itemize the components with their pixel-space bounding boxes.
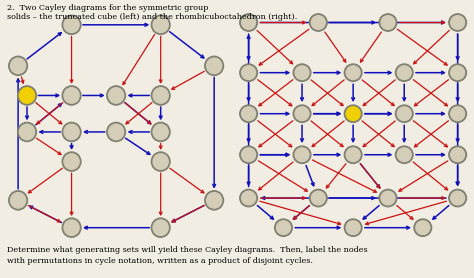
Circle shape	[451, 148, 465, 162]
Circle shape	[397, 107, 411, 121]
Circle shape	[346, 148, 360, 162]
Circle shape	[242, 191, 255, 205]
Circle shape	[153, 17, 168, 33]
Circle shape	[153, 124, 168, 140]
Circle shape	[346, 66, 360, 80]
Circle shape	[205, 191, 224, 210]
Circle shape	[276, 221, 291, 235]
Circle shape	[64, 17, 79, 33]
Text: Determine what generating sets will yield these Cayley diagrams.  Then, label th: Determine what generating sets will yiel…	[7, 246, 368, 254]
Circle shape	[64, 88, 79, 103]
Circle shape	[310, 189, 327, 207]
Circle shape	[397, 148, 411, 162]
Text: 2.  Two Cayley diagrams for the symmetric group: 2. Two Cayley diagrams for the symmetric…	[7, 4, 211, 12]
Circle shape	[153, 220, 168, 235]
Circle shape	[344, 64, 362, 81]
Circle shape	[451, 191, 465, 205]
Circle shape	[449, 146, 466, 163]
Circle shape	[293, 105, 311, 122]
Circle shape	[62, 86, 81, 105]
Circle shape	[207, 58, 222, 74]
Circle shape	[10, 58, 26, 74]
Circle shape	[242, 66, 255, 80]
Circle shape	[451, 66, 465, 80]
Circle shape	[240, 14, 257, 31]
Circle shape	[240, 105, 257, 122]
Circle shape	[293, 146, 311, 163]
Circle shape	[310, 14, 327, 31]
Circle shape	[207, 193, 222, 208]
Circle shape	[151, 152, 170, 171]
Circle shape	[242, 107, 255, 121]
Circle shape	[10, 193, 26, 208]
Circle shape	[311, 16, 325, 29]
Circle shape	[240, 189, 257, 207]
Circle shape	[449, 189, 466, 207]
Circle shape	[295, 66, 309, 80]
Circle shape	[109, 88, 124, 103]
Circle shape	[18, 122, 36, 142]
Circle shape	[151, 122, 170, 142]
Circle shape	[395, 105, 413, 122]
Circle shape	[64, 154, 79, 169]
Circle shape	[346, 221, 360, 235]
Circle shape	[449, 14, 466, 31]
Text: solids – the truncated cube (left) and the rhombicuboctahedron (right).: solids – the truncated cube (left) and t…	[7, 13, 297, 21]
Circle shape	[151, 86, 170, 105]
Circle shape	[107, 86, 126, 105]
Circle shape	[107, 122, 126, 142]
Circle shape	[295, 148, 309, 162]
Circle shape	[242, 16, 255, 29]
Circle shape	[19, 88, 35, 103]
Circle shape	[153, 88, 168, 103]
Circle shape	[109, 124, 124, 140]
Circle shape	[451, 16, 465, 29]
Circle shape	[451, 107, 465, 121]
Circle shape	[311, 191, 325, 205]
Circle shape	[381, 16, 395, 29]
Circle shape	[293, 64, 311, 81]
Circle shape	[379, 189, 397, 207]
Circle shape	[295, 107, 309, 121]
Circle shape	[18, 86, 36, 105]
Circle shape	[449, 64, 466, 81]
Circle shape	[64, 220, 79, 235]
Text: with permutations in cycle notation, written as a product of disjoint cycles.: with permutations in cycle notation, wri…	[7, 257, 313, 265]
Circle shape	[9, 191, 27, 210]
Circle shape	[242, 148, 255, 162]
Circle shape	[19, 124, 35, 140]
Circle shape	[9, 56, 27, 75]
Circle shape	[151, 218, 170, 237]
Circle shape	[414, 219, 432, 236]
Circle shape	[449, 105, 466, 122]
Circle shape	[395, 64, 413, 81]
Circle shape	[240, 146, 257, 163]
Circle shape	[379, 14, 397, 31]
Circle shape	[62, 218, 81, 237]
Circle shape	[344, 105, 362, 122]
Circle shape	[62, 122, 81, 142]
Circle shape	[344, 146, 362, 163]
Circle shape	[151, 15, 170, 34]
Circle shape	[416, 221, 430, 235]
Circle shape	[62, 15, 81, 34]
Circle shape	[344, 219, 362, 236]
Circle shape	[395, 146, 413, 163]
Circle shape	[62, 152, 81, 171]
Circle shape	[346, 107, 360, 121]
Circle shape	[381, 191, 395, 205]
Circle shape	[240, 64, 257, 81]
Circle shape	[64, 124, 79, 140]
Circle shape	[205, 56, 224, 75]
Circle shape	[397, 66, 411, 80]
Circle shape	[153, 154, 168, 169]
Circle shape	[274, 219, 292, 236]
